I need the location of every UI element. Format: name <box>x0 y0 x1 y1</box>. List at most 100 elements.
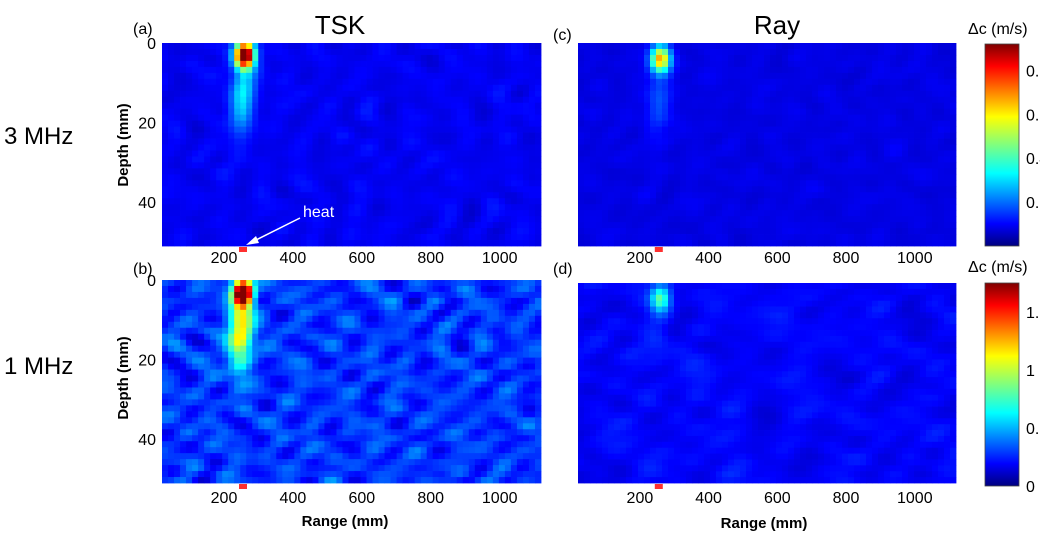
heatmap-cell <box>240 126 247 133</box>
heatmap-cell <box>818 198 825 205</box>
heatmap-cell <box>288 339 295 347</box>
heatmap-cell <box>950 132 957 139</box>
heatmap-cell <box>806 96 813 104</box>
heatmap-cell <box>680 96 687 104</box>
heatmap-cell <box>390 144 398 151</box>
heatmap-cell <box>632 192 639 199</box>
heatmap-cell <box>432 108 440 116</box>
heatmap-cell <box>522 240 530 247</box>
heatmap-cell <box>390 333 398 341</box>
heatmap-cell <box>950 210 957 217</box>
heatmap-cell <box>282 48 289 56</box>
heatmap-cell <box>162 303 169 311</box>
heatmap-cell <box>324 180 331 187</box>
heatmap-cell <box>662 240 669 247</box>
heatmap-cell <box>198 162 205 169</box>
heatmap-cell <box>920 222 927 229</box>
heatmap-cell <box>174 114 181 122</box>
heatmap-cell <box>704 216 711 223</box>
heatmap-cell <box>596 108 603 116</box>
heatmap-cell <box>794 138 801 145</box>
heatmap-cell <box>264 144 271 151</box>
heatmap-cell <box>698 120 705 127</box>
heatmap-cell <box>372 96 379 104</box>
heatmap-cell <box>534 156 542 163</box>
heatmap-cell <box>920 78 927 86</box>
heatmap-cell <box>348 66 355 74</box>
heatmap-cell <box>198 114 205 122</box>
heatmap-cell <box>680 156 687 163</box>
heatmap-cell <box>168 120 175 127</box>
heatmap-cell <box>300 315 307 323</box>
heatmap-cell <box>294 96 301 104</box>
heatmap-cell <box>644 204 651 211</box>
heatmap-cell <box>698 72 705 80</box>
heatmap-cell <box>528 138 536 145</box>
heatmap-cell <box>294 321 301 329</box>
heatmap-cell <box>914 84 921 92</box>
heatmap-cell <box>450 84 458 92</box>
heatmap-cell <box>366 60 373 68</box>
heatmap-cell <box>216 60 223 68</box>
heatmap-cell <box>674 186 681 193</box>
heatmap-cell <box>818 120 825 127</box>
heatmap-cell <box>578 222 585 229</box>
heatmap-cell <box>366 138 373 145</box>
heatmap-cell <box>402 102 410 110</box>
heatmap-cell <box>710 204 717 211</box>
heatmap-cell <box>866 72 873 80</box>
heatmap-cell <box>180 315 187 323</box>
heatmap-cell <box>534 297 542 305</box>
heatmap-cell <box>192 84 199 92</box>
heatmap-cell <box>270 198 277 205</box>
heatmap-cell <box>800 150 807 157</box>
heatmap-cell <box>584 60 591 68</box>
heatmap-cell <box>462 210 470 217</box>
heatmap-cell <box>222 162 229 169</box>
heatmap-cell <box>656 210 663 217</box>
heatmap-cell <box>704 48 711 56</box>
heatmap-cell <box>192 297 199 305</box>
heatmap-cell <box>288 48 295 56</box>
heatmap-cell <box>722 60 729 68</box>
heatmap-cell <box>680 102 687 110</box>
heatmap-cell <box>516 186 524 193</box>
heatmap-cell <box>620 108 627 116</box>
heatmap-cell <box>444 90 452 98</box>
heatmap-cell <box>686 108 693 116</box>
heatmap-cell <box>836 90 843 98</box>
heatmap-cell <box>878 150 885 157</box>
heatmap-cell <box>354 216 361 223</box>
heatmap-cell <box>932 228 939 235</box>
heatmap-cell <box>680 174 687 181</box>
heatmap-cell <box>210 333 217 341</box>
heatmap-cell <box>342 90 349 98</box>
heatmap-cell <box>234 234 241 241</box>
heatmap-cell <box>710 96 717 104</box>
heatmap-cell <box>596 120 603 127</box>
heatmap-cell <box>528 315 536 323</box>
heatmap-cell <box>884 222 891 229</box>
heatmap-cell <box>318 222 325 229</box>
heatmap-cell <box>180 96 187 104</box>
heatmap-cell <box>680 114 687 122</box>
heatmap-cell <box>342 108 349 116</box>
heatmap-cell <box>252 222 259 229</box>
heatmap-cell <box>204 186 211 193</box>
heatmap-cell <box>348 280 355 287</box>
heatmap-cell <box>438 204 446 211</box>
heatmap-cell <box>674 90 681 98</box>
heatmap-cell <box>252 78 259 86</box>
heatmap-cell <box>626 186 633 193</box>
heatmap-cell <box>306 54 313 62</box>
heatmap-cell <box>318 186 325 193</box>
heatmap-cell <box>390 156 398 163</box>
heatmap-cell <box>228 192 235 199</box>
heatmap-cell <box>896 156 903 163</box>
heatmap-cell <box>890 138 897 145</box>
heatmap-cell <box>408 84 416 92</box>
heatmap-cell <box>384 96 392 104</box>
heatmap-cell <box>734 126 741 133</box>
heatmap-cell <box>668 60 675 68</box>
heatmap-cell <box>462 60 470 68</box>
